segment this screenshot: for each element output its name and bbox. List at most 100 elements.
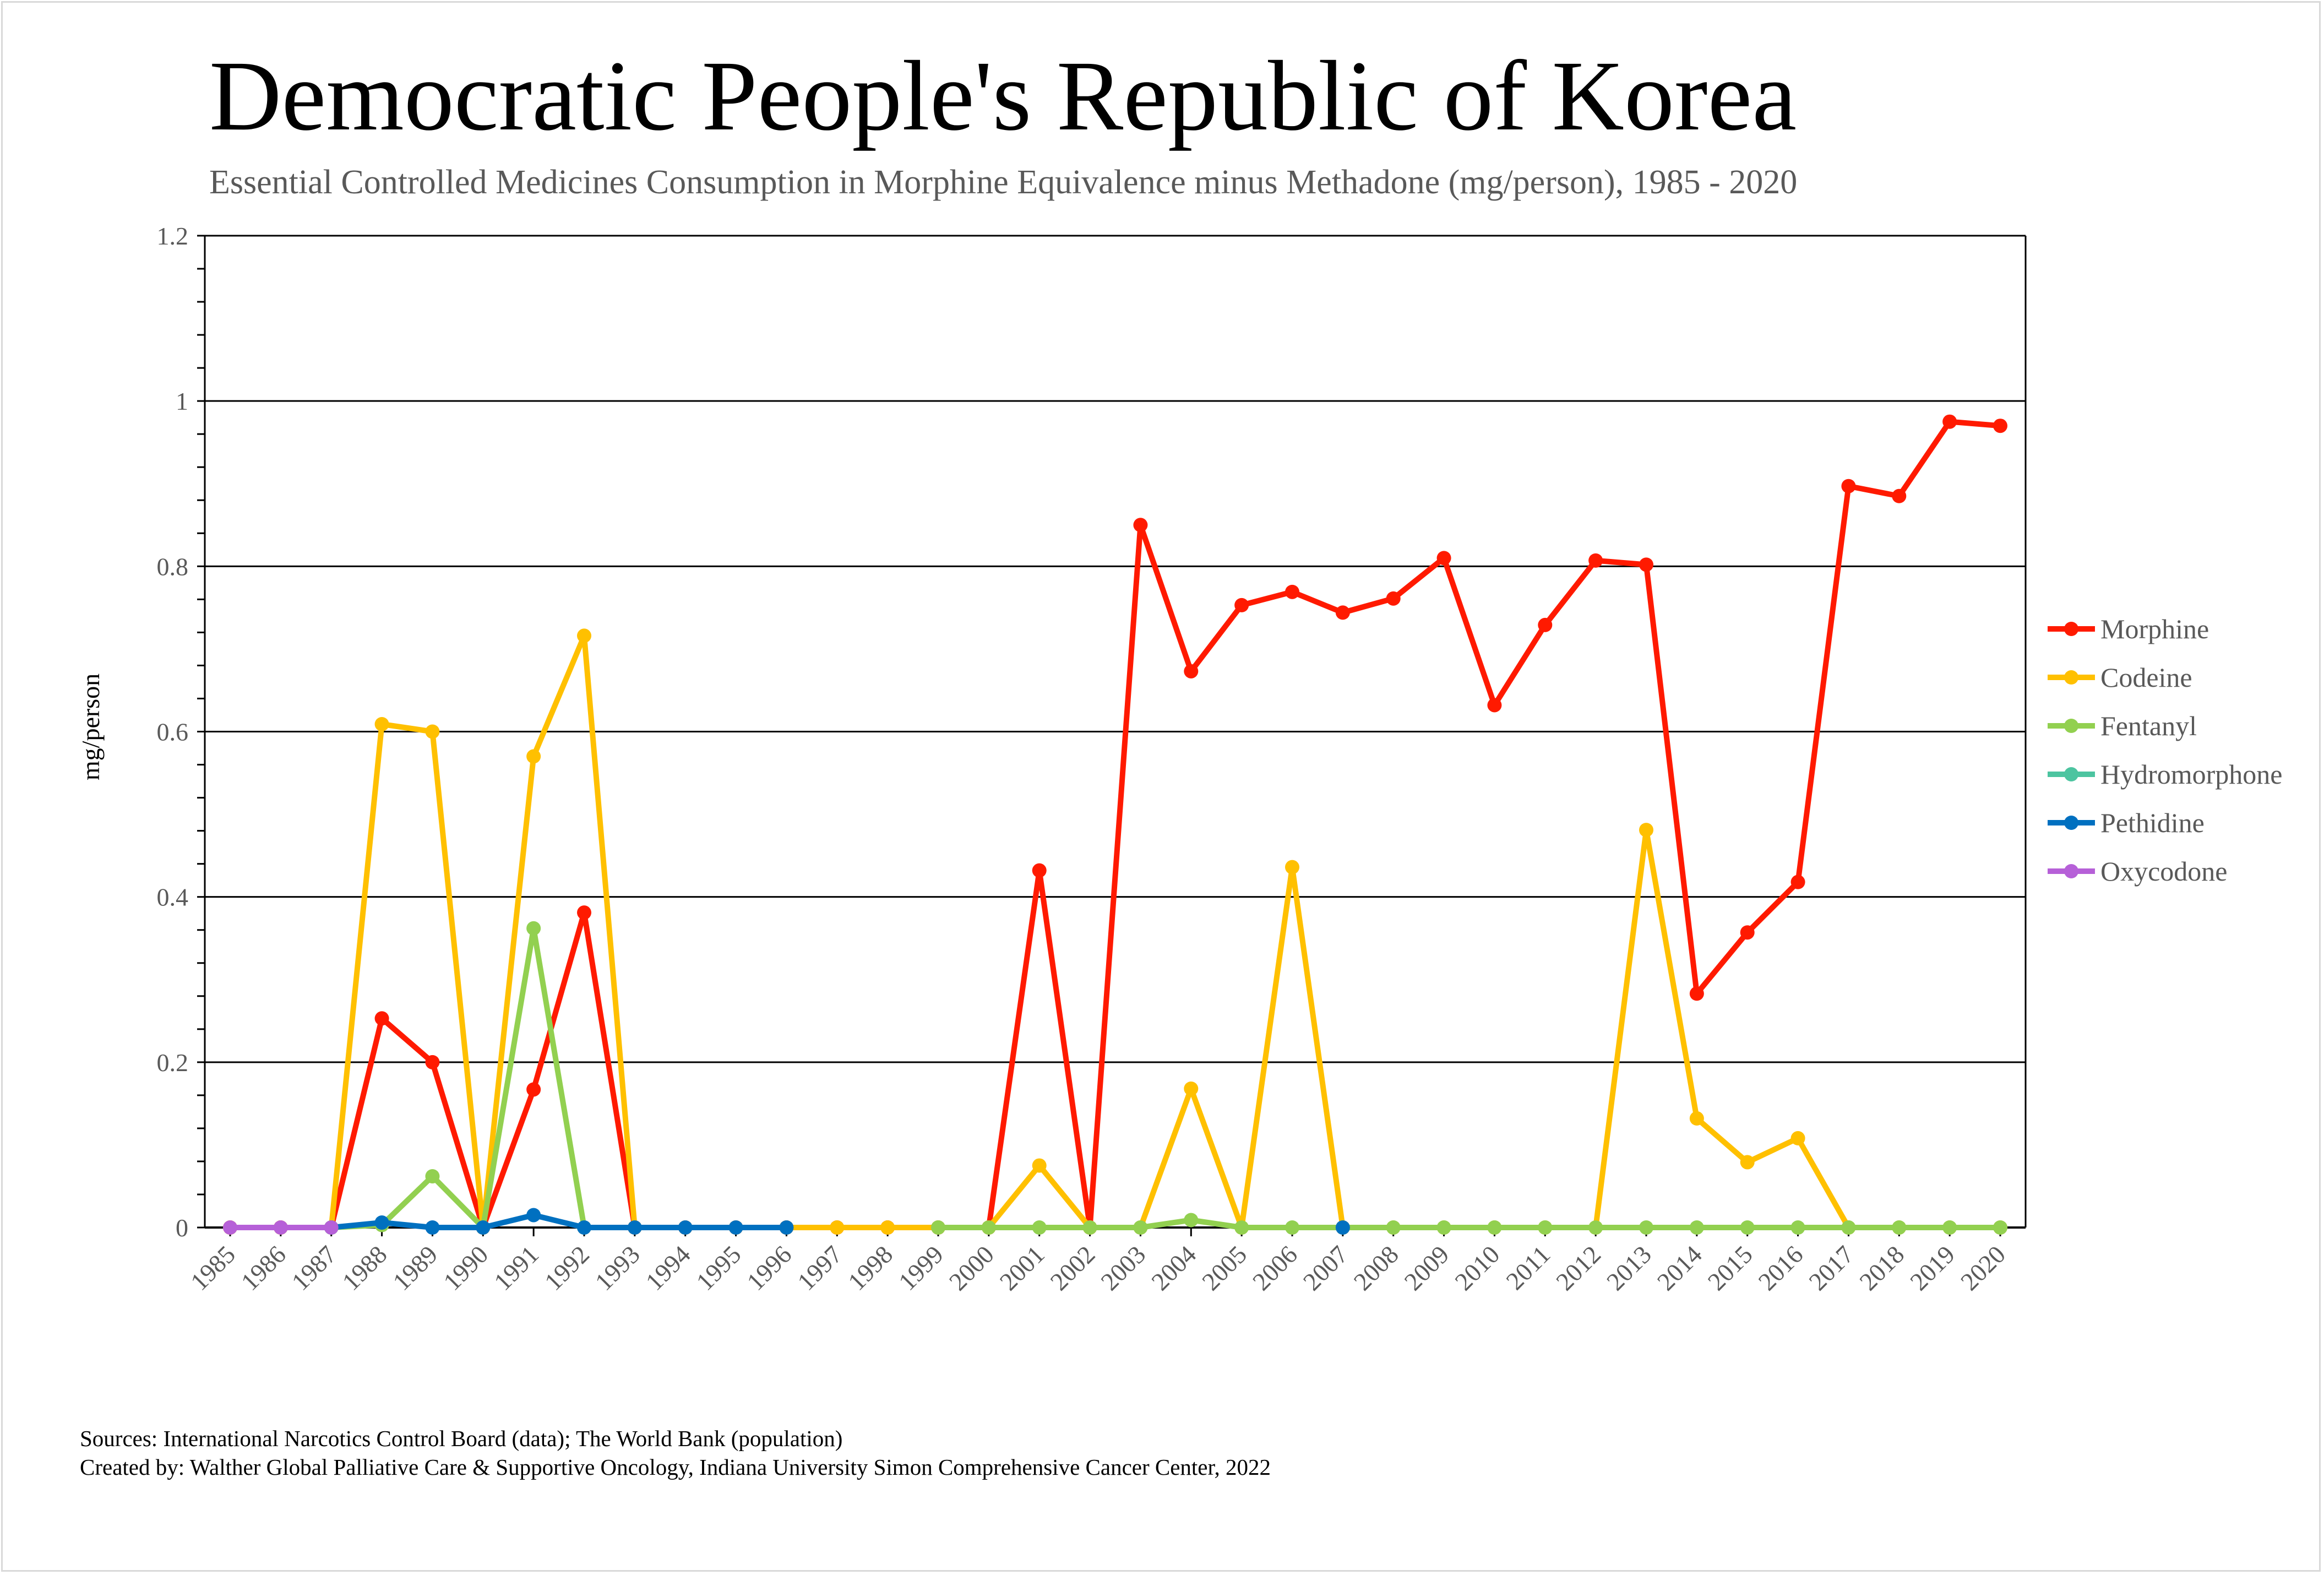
data-point-morphine — [1538, 617, 1553, 632]
x-tick-label: 1996 — [741, 1240, 797, 1296]
data-point-pethidine — [627, 1220, 642, 1235]
x-tick-label: 2003 — [1095, 1240, 1151, 1296]
x-tick-label: 1993 — [590, 1240, 645, 1296]
data-point-fentanyl — [1184, 1213, 1199, 1228]
legend-label: Morphine — [2100, 613, 2209, 644]
data-point-morphine — [1133, 518, 1148, 533]
series-line-fentanyl — [938, 1217, 2000, 1230]
x-tick-label: 2009 — [1399, 1240, 1455, 1296]
data-point-fentanyl — [1538, 1220, 1553, 1235]
data-point-fentanyl — [1689, 1220, 1704, 1235]
x-tick-label: 2015 — [1702, 1240, 1758, 1296]
chart-title: Democratic People's Republic of Korea — [209, 41, 1797, 151]
data-point-morphine — [1740, 925, 1755, 940]
data-point-fentanyl — [1234, 1220, 1249, 1235]
series-line-morphine — [230, 419, 2001, 1230]
data-point-morphine — [1790, 875, 1805, 889]
x-tick-label: 1999 — [893, 1240, 949, 1296]
data-point-fentanyl — [1032, 1220, 1047, 1235]
data-point-pethidine — [577, 1220, 591, 1235]
data-point-morphine — [1386, 591, 1401, 606]
x-tick-label: 2008 — [1348, 1240, 1404, 1296]
y-tick-label: 0.8 — [157, 552, 189, 580]
y-tick-label: 0.4 — [157, 883, 189, 911]
data-point-morphine — [374, 1011, 389, 1026]
x-tick-label: 2017 — [1803, 1240, 1859, 1296]
x-tick-label: 2007 — [1298, 1240, 1353, 1296]
legend-swatch-marker — [2064, 864, 2078, 878]
x-tick-label: 1985 — [185, 1240, 241, 1296]
data-point-pethidine — [728, 1220, 743, 1235]
legend-swatch-marker — [2064, 670, 2078, 685]
data-point-codeine — [577, 628, 591, 643]
x-tick-label: 2011 — [1500, 1240, 1555, 1295]
data-point-morphine — [1285, 584, 1299, 599]
legend-swatch-marker — [2064, 622, 2078, 636]
data-point-fentanyl — [526, 921, 541, 936]
x-tick-label: 2000 — [944, 1240, 999, 1296]
data-point-morphine — [425, 1055, 440, 1069]
data-point-fentanyl — [931, 1220, 945, 1235]
data-point-oxycodone — [273, 1220, 288, 1235]
x-tick-label: 2005 — [1196, 1240, 1252, 1296]
data-point-fentanyl — [1790, 1220, 1805, 1235]
x-tick-label: 2018 — [1854, 1240, 1909, 1296]
data-point-codeine — [1285, 860, 1299, 875]
legend-label: Fentanyl — [2100, 710, 2197, 741]
x-tick-label: 2001 — [994, 1240, 1050, 1296]
data-point-morphine — [1892, 488, 1907, 503]
data-point-fentanyl — [1639, 1220, 1653, 1235]
data-point-pethidine — [476, 1220, 491, 1235]
data-point-codeine — [1032, 1158, 1047, 1173]
legend-swatch-marker — [2064, 767, 2078, 781]
x-tick-label: 1988 — [337, 1240, 393, 1296]
data-point-fentanyl — [1588, 1220, 1603, 1235]
data-point-fentanyl — [1942, 1220, 1957, 1235]
data-point-morphine — [1942, 414, 1957, 429]
data-point-fentanyl — [1993, 1220, 2007, 1235]
data-point-codeine — [1790, 1131, 1805, 1145]
data-point-fentanyl — [1436, 1220, 1451, 1235]
x-tick-label: 2019 — [1904, 1240, 1960, 1296]
legend-label: Pethidine — [2100, 807, 2205, 838]
data-point-pethidine — [526, 1208, 541, 1223]
x-tick-label: 1998 — [842, 1240, 898, 1296]
data-point-codeine — [425, 724, 440, 739]
x-tick-label: 2014 — [1652, 1240, 1707, 1296]
data-point-morphine — [1184, 664, 1199, 678]
data-point-morphine — [1993, 419, 2007, 433]
x-tick-label: 1989 — [387, 1240, 443, 1296]
data-point-codeine — [1639, 823, 1653, 838]
created-by-note: Created by: Walther Global Palliative Ca… — [80, 1454, 1271, 1480]
data-point-morphine — [1487, 698, 1502, 713]
data-point-morphine — [1639, 557, 1653, 572]
data-point-codeine — [526, 749, 541, 764]
series-line-pethidine — [331, 1212, 787, 1230]
data-point-fentanyl — [1285, 1220, 1299, 1235]
x-tick-label: 1995 — [691, 1240, 747, 1296]
data-point-fentanyl — [1892, 1220, 1907, 1235]
data-point-morphine — [1588, 553, 1603, 568]
data-point-morphine — [1335, 605, 1350, 620]
data-point-pethidine — [678, 1220, 693, 1235]
data-point-codeine — [1689, 1111, 1704, 1126]
legend-label: Hydromorphone — [2100, 759, 2283, 790]
data-point-fentanyl — [1487, 1220, 1502, 1235]
data-point-codeine — [830, 1220, 845, 1235]
x-tick-label: 1986 — [236, 1240, 291, 1296]
data-point-pethidine — [425, 1220, 440, 1235]
y-tick-label: 1 — [176, 387, 188, 415]
data-point-fentanyl — [981, 1220, 996, 1235]
data-point-pethidine — [374, 1215, 389, 1230]
data-point-codeine — [880, 1220, 895, 1235]
legend-swatch-marker — [2064, 719, 2078, 733]
x-tick-label: 1990 — [438, 1240, 493, 1296]
legend-swatch-marker — [2064, 816, 2078, 830]
data-point-morphine — [1234, 598, 1249, 612]
data-point-fentanyl — [1133, 1220, 1148, 1235]
x-tick-label: 2002 — [1045, 1240, 1101, 1296]
x-tick-label: 1987 — [286, 1240, 342, 1296]
data-point-pethidine — [779, 1220, 794, 1235]
data-point-fentanyl — [425, 1169, 440, 1183]
